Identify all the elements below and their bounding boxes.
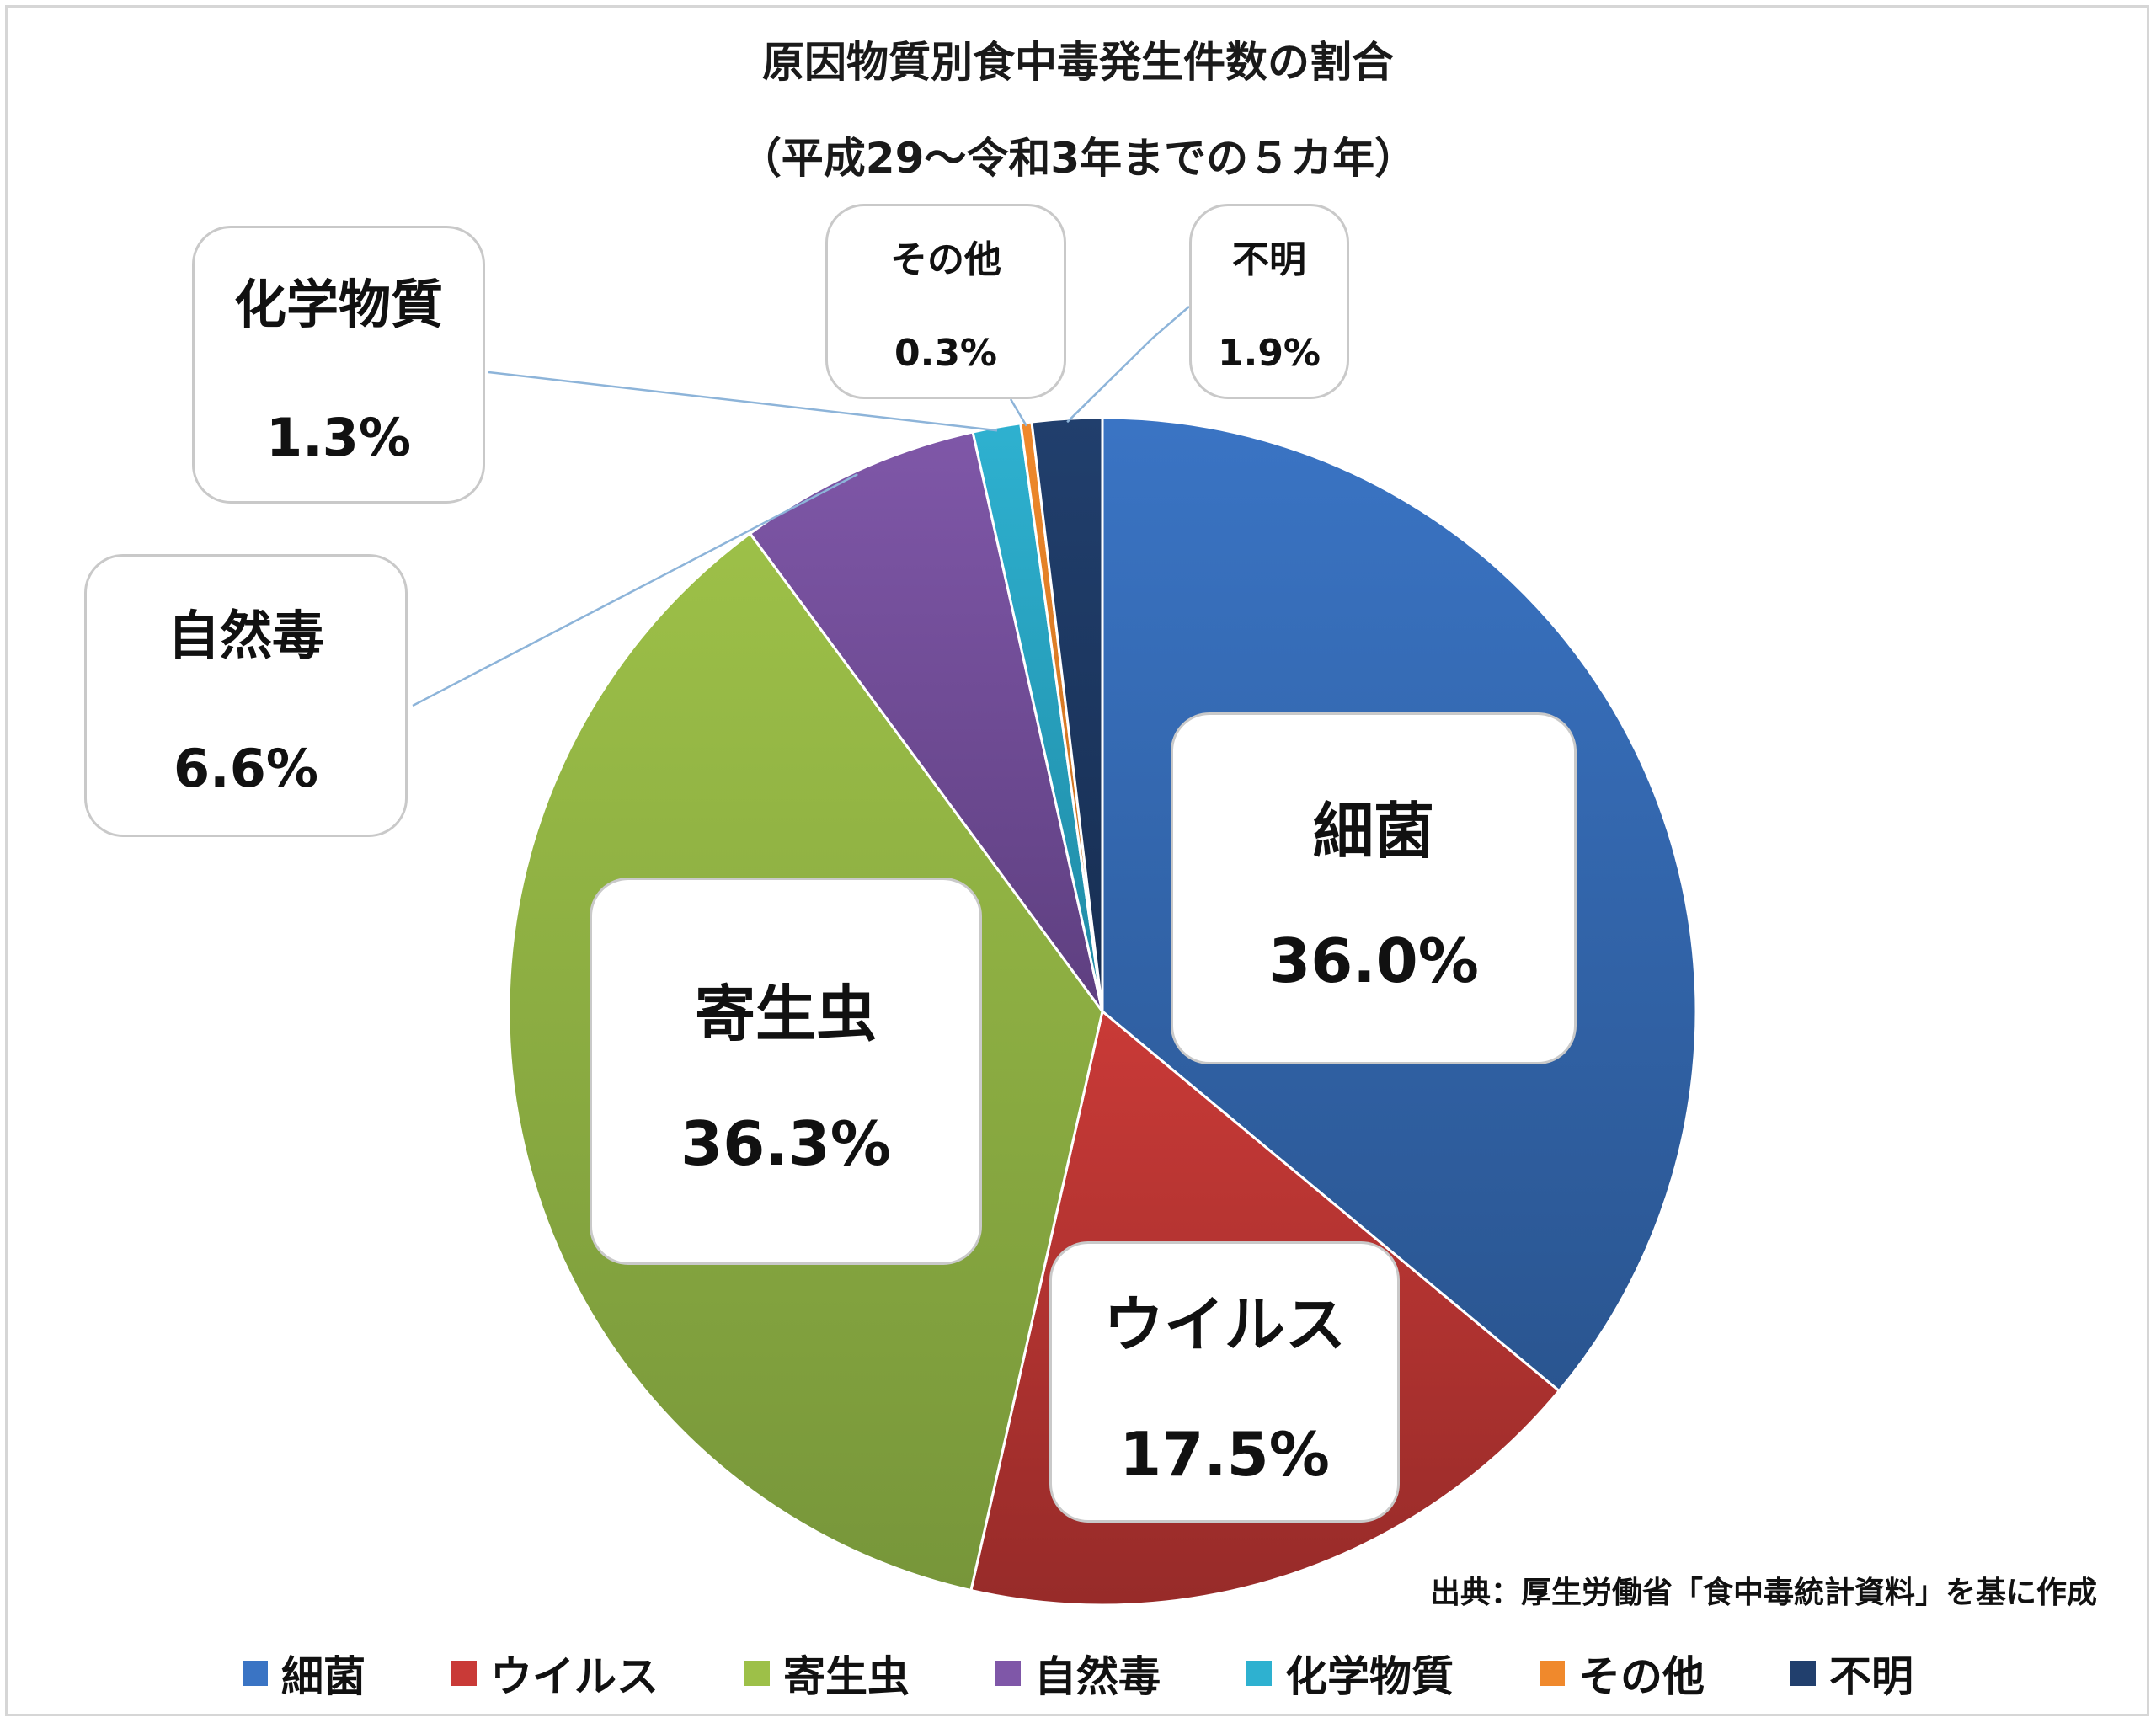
label-category: 自然毒 bbox=[167, 604, 324, 666]
legend-swatch bbox=[995, 1661, 1021, 1686]
legend-item-virus: ウイルス bbox=[451, 1643, 659, 1704]
label-percent: 36.0% bbox=[1268, 925, 1479, 996]
leader-line-natural-toxin bbox=[412, 473, 858, 707]
leader-line-unknown bbox=[1066, 306, 1190, 424]
legend: 細菌 ウイルス 寄生虫 自然毒 化学物質 その他 不明 bbox=[0, 1644, 2156, 1703]
legend-label: 細菌 bbox=[281, 1652, 366, 1701]
data-label-virus: ウイルス 17.5% bbox=[1049, 1241, 1400, 1523]
label-percent: 36.3% bbox=[680, 1107, 891, 1179]
legend-swatch bbox=[744, 1661, 770, 1686]
data-label-other: その他 0.3% bbox=[825, 204, 1066, 399]
legend-swatch bbox=[1790, 1661, 1816, 1686]
label-category: ウイルス bbox=[1102, 1288, 1346, 1360]
label-percent: 17.5% bbox=[1119, 1418, 1330, 1490]
chart-title: 原因物質別食中毒発生件数の割合 bbox=[762, 38, 1394, 87]
label-percent: 6.6% bbox=[173, 737, 318, 799]
data-label-bacteria: 細菌 36.0% bbox=[1171, 712, 1577, 1064]
legend-item-natural-toxin: 自然毒 bbox=[995, 1643, 1161, 1704]
data-label-natural-toxin: 自然毒 6.6% bbox=[84, 554, 408, 837]
label-category: 化学物質 bbox=[233, 273, 443, 335]
leader-line-chemical bbox=[488, 371, 998, 432]
legend-swatch bbox=[451, 1661, 477, 1686]
legend-label: 寄生虫 bbox=[783, 1652, 910, 1701]
chart-frame bbox=[5, 5, 2149, 1716]
legend-label: 不明 bbox=[1829, 1652, 1913, 1701]
legend-item-unknown: 不明 bbox=[1790, 1643, 1913, 1704]
legend-item-parasite: 寄生虫 bbox=[744, 1643, 910, 1704]
label-percent: 1.9% bbox=[1217, 331, 1321, 375]
label-category: 細菌 bbox=[1312, 795, 1434, 867]
legend-label: その他 bbox=[1578, 1652, 1705, 1701]
data-label-chemical: 化学物質 1.3% bbox=[192, 226, 485, 504]
pie-slice-unknown bbox=[1030, 416, 1104, 1012]
label-percent: 0.3% bbox=[894, 331, 998, 375]
legend-item-other: その他 bbox=[1540, 1643, 1705, 1704]
label-category: 寄生虫 bbox=[694, 978, 877, 1049]
legend-swatch bbox=[1246, 1661, 1272, 1686]
legend-item-chemical: 化学物質 bbox=[1246, 1643, 1454, 1704]
chart-subtitle: （平成29～令和3年までの５カ年） bbox=[739, 134, 1417, 183]
label-percent: 1.3% bbox=[266, 406, 411, 468]
legend-label: 自然毒 bbox=[1034, 1652, 1161, 1701]
legend-swatch bbox=[243, 1661, 268, 1686]
legend-swatch bbox=[1540, 1661, 1565, 1686]
legend-label: ウイルス bbox=[490, 1652, 659, 1701]
data-label-unknown: 不明 1.9% bbox=[1189, 204, 1349, 399]
legend-item-bacteria: 細菌 bbox=[243, 1643, 366, 1704]
leader-line-other bbox=[1009, 398, 1027, 427]
label-category: 不明 bbox=[1232, 237, 1306, 281]
source-note: 出典：厚生労働省「食中毒統計資料」を基に作成 bbox=[1429, 1576, 2097, 1610]
label-category: その他 bbox=[890, 237, 1001, 281]
data-label-parasite: 寄生虫 36.3% bbox=[590, 878, 982, 1265]
legend-label: 化学物質 bbox=[1285, 1652, 1454, 1701]
